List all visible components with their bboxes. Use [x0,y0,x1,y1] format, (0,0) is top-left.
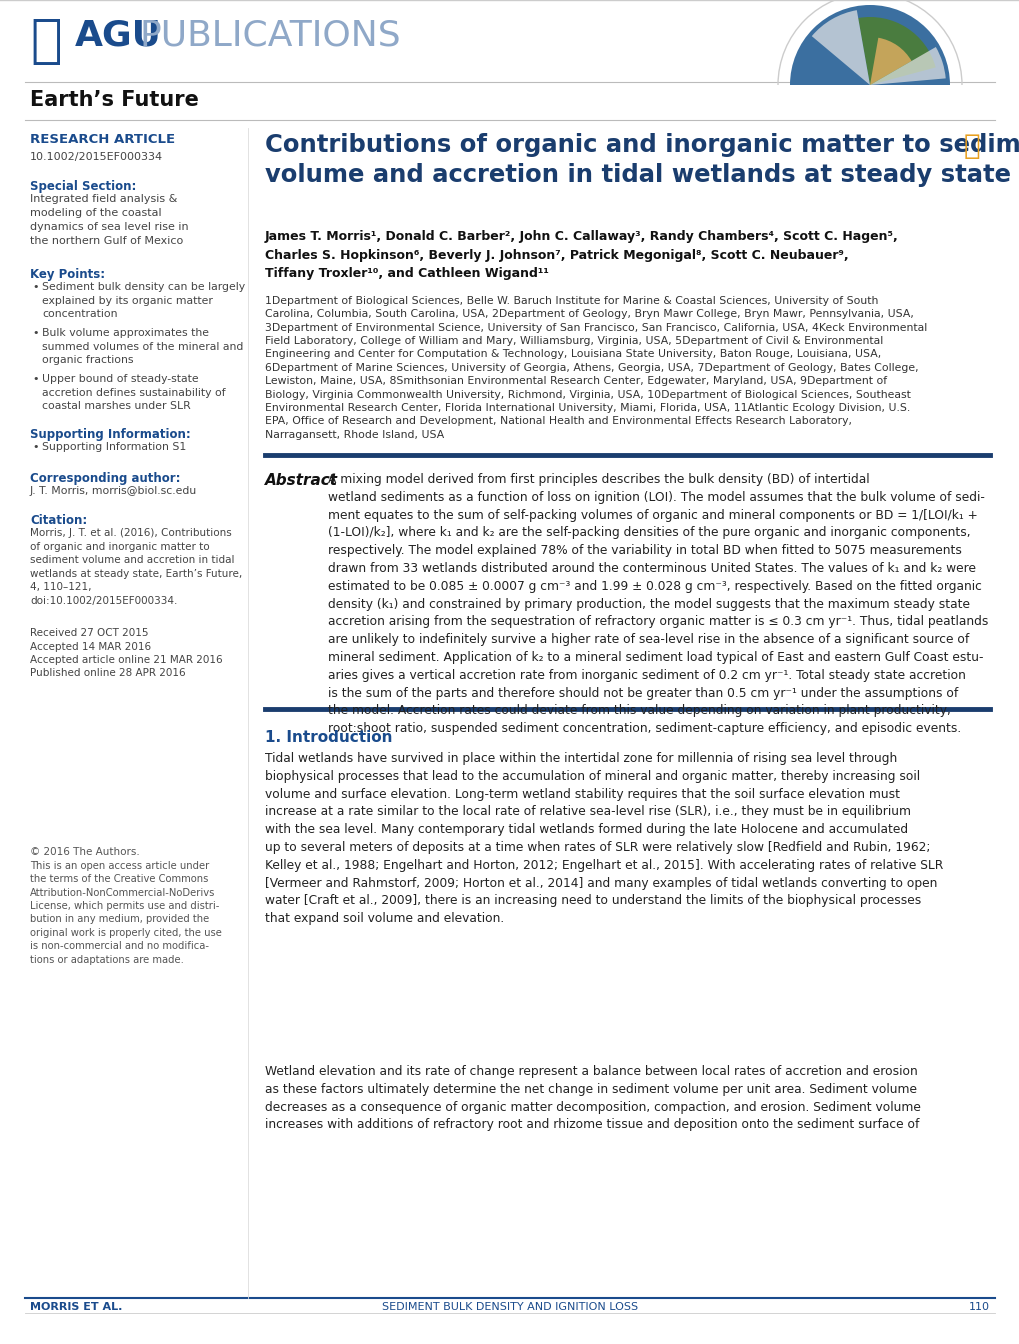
Text: SEDIMENT BULK DENSITY AND IGNITION LOSS: SEDIMENT BULK DENSITY AND IGNITION LOSS [381,1302,638,1312]
Wedge shape [869,47,945,85]
Wedge shape [869,38,911,85]
Text: Accepted article online 21 MAR 2016: Accepted article online 21 MAR 2016 [30,655,222,665]
Text: 1Department of Biological Sciences, Belle W. Baruch Institute for Marine & Coast: 1Department of Biological Sciences, Bell… [265,296,926,439]
Text: Special Section:: Special Section: [30,180,137,194]
Wedge shape [790,5,949,85]
Text: Bulk volume approximates the
summed volumes of the mineral and
organic fractions: Bulk volume approximates the summed volu… [42,328,244,366]
Text: 🔓: 🔓 [963,132,979,160]
Text: 10.1002/2015EF000334: 10.1002/2015EF000334 [30,152,163,163]
Text: Key Points:: Key Points: [30,267,105,281]
Text: J. T. Morris, morris@biol.sc.edu: J. T. Morris, morris@biol.sc.edu [30,487,197,496]
Text: Contributions of organic and inorganic matter to sediment
volume and accretion i: Contributions of organic and inorganic m… [265,133,1019,187]
Text: Upper bound of steady-state
accretion defines sustainability of
coastal marshes : Upper bound of steady-state accretion de… [42,374,225,411]
Text: 110: 110 [968,1302,989,1312]
Text: •: • [32,442,39,452]
Text: James T. Morris¹, Donald C. Barber², John C. Callaway³, Randy Chambers⁴, Scott C: James T. Morris¹, Donald C. Barber², Joh… [265,230,898,280]
Text: Received 27 OCT 2015: Received 27 OCT 2015 [30,628,149,638]
Text: MORRIS ET AL.: MORRIS ET AL. [30,1302,122,1312]
Text: Tidal wetlands have survived in place within the intertidal zone for millennia o: Tidal wetlands have survived in place wi… [265,753,943,925]
Text: Accepted 14 MAR 2016: Accepted 14 MAR 2016 [30,641,151,652]
Text: A mixing model derived from first principles describes the bulk density (BD) of : A mixing model derived from first princi… [328,473,987,735]
Text: Sediment bulk density can be largely
explained by its organic matter
concentrati: Sediment bulk density can be largely exp… [42,282,245,320]
Text: •: • [32,374,39,384]
Text: Wetland elevation and its rate of change represent a balance between local rates: Wetland elevation and its rate of change… [265,1064,920,1132]
Text: © 2016 The Authors.: © 2016 The Authors. [30,847,140,857]
Text: RESEARCH ARTICLE: RESEARCH ARTICLE [30,133,175,146]
Text: Ⓜ: Ⓜ [30,15,61,67]
Text: •: • [32,282,39,292]
Text: Citation:: Citation: [30,513,88,527]
Text: •: • [32,328,39,337]
Text: PUBLICATIONS: PUBLICATIONS [140,17,401,52]
Text: Corresponding author:: Corresponding author: [30,472,180,485]
Text: Supporting Information:: Supporting Information: [30,427,191,441]
Text: Integrated field analysis &
modeling of the coastal
dynamics of sea level rise i: Integrated field analysis & modeling of … [30,194,189,246]
Text: AGU: AGU [75,17,162,52]
Text: 1. Introduction: 1. Introduction [265,730,392,745]
Wedge shape [857,17,934,85]
Text: Abstract: Abstract [265,473,337,488]
Text: Supporting Information S1: Supporting Information S1 [42,442,186,452]
Text: This is an open access article under
the terms of the Creative Commons
Attributi: This is an open access article under the… [30,862,222,965]
Text: Earth’s Future: Earth’s Future [30,90,199,110]
Text: Morris, J. T. et al. (2016), Contributions
of organic and inorganic matter to
se: Morris, J. T. et al. (2016), Contributio… [30,528,243,606]
Wedge shape [811,11,869,85]
Text: Published online 28 APR 2016: Published online 28 APR 2016 [30,668,185,679]
